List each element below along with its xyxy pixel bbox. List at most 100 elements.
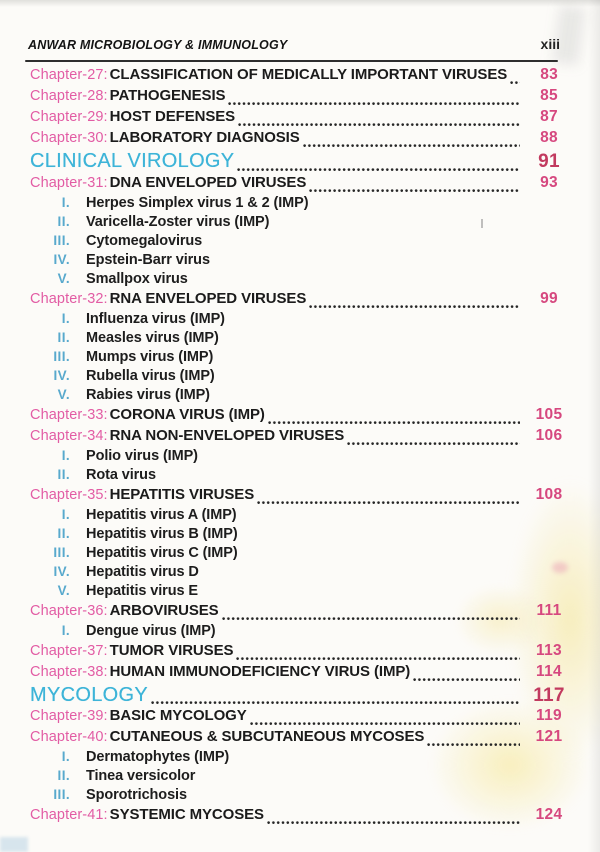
toc-chapter-row: Chapter-35: HEPATITIS VIRUSES 108 xyxy=(30,486,570,507)
toc-sub-item: III. Mumps virus (IMP) xyxy=(30,349,570,368)
toc-sub-item: II. Rota virus xyxy=(30,467,570,486)
sub-item-title: Tinea versicolor xyxy=(86,768,196,784)
sub-item-title: Herpes Simplex virus 1 & 2 (IMP) xyxy=(86,194,309,211)
dot-leader xyxy=(427,742,520,747)
sub-item-numeral: II. xyxy=(57,213,70,229)
chapter-label: Chapter-32: xyxy=(30,290,108,307)
entry-page-number: 124 xyxy=(535,806,563,823)
sub-item-title: Hepatitis virus B (IMP) xyxy=(86,525,238,542)
toc-sub-item: II. Measles virus (IMP) xyxy=(30,330,570,349)
chapter-label: Chapter-39: xyxy=(30,708,108,724)
chapter-label: Chapter-35: xyxy=(30,486,108,503)
sub-item-numeral: III. xyxy=(53,232,70,248)
sub-item-title: Sporotrichosis xyxy=(86,787,187,803)
toc-chapter-row: Chapter-37: TUMOR VIRUSES 113 xyxy=(30,642,570,663)
sub-item-title: Varicella-Zoster virus (IMP) xyxy=(86,213,270,230)
entry-page-number: 114 xyxy=(536,662,562,680)
sub-item-numeral: I. xyxy=(61,749,70,764)
toc-list: Chapter-27: CLASSIFICATION OF MEDICALLY I… xyxy=(30,66,570,827)
sub-item-title: Influenza virus (IMP) xyxy=(86,310,225,327)
entry-title: BASIC MYCOLOGY xyxy=(109,707,247,724)
sub-item-title: Hepatitis virus D xyxy=(86,563,199,580)
sub-item-numeral: V. xyxy=(57,582,70,598)
entry-title: LABORATORY DIAGNOSIS xyxy=(109,129,300,146)
entry-page-number: 83 xyxy=(540,66,559,83)
dot-leader xyxy=(236,655,520,661)
sub-item-numeral: V. xyxy=(57,270,70,286)
sub-item-numeral: III. xyxy=(53,348,70,364)
sub-item-title: Cytomegalovirus xyxy=(86,232,203,249)
chapter-label: Chapter-37: xyxy=(30,642,108,659)
dot-leader xyxy=(221,615,520,621)
sub-item-title: Epstein-Barr virus xyxy=(86,251,210,268)
sub-item-title: Smallpox virus xyxy=(86,270,188,287)
folio-page-number: xiii xyxy=(540,36,560,52)
dot-leader xyxy=(228,101,520,106)
sub-item-title: Hepatitis virus E xyxy=(86,582,198,599)
toc-sub-item: II. Tinea versicolor xyxy=(30,768,570,787)
dot-leader xyxy=(249,721,520,726)
entry-page-number: 117 xyxy=(533,684,565,706)
toc-sub-item: II. Hepatitis virus B (IMP) xyxy=(30,526,570,545)
toc-sub-item: IV. Rubella virus (IMP) xyxy=(30,368,570,387)
entry-page-number: 105 xyxy=(535,405,563,423)
sub-item-numeral: I. xyxy=(61,447,70,463)
sub-item-numeral: III. xyxy=(53,544,70,560)
entry-title: MYCOLOGY xyxy=(30,683,148,706)
sub-item-numeral: IV. xyxy=(53,251,70,267)
toc-sub-item: I. Influenza virus (IMP) xyxy=(30,311,570,330)
dot-leader xyxy=(510,80,521,85)
entry-page-number: 113 xyxy=(536,641,562,659)
entry-title: RNA ENVELOPED VIRUSES xyxy=(109,289,307,307)
entry-title: DNA ENVELOPED VIRUSES xyxy=(109,173,307,191)
chapter-label: Chapter-34: xyxy=(30,427,108,444)
toc-section-row: CLINICAL VIROLOGY 91 xyxy=(30,150,570,174)
sub-item-title: Rabies virus (IMP) xyxy=(86,386,210,403)
sub-item-title: Measles virus (IMP) xyxy=(86,329,219,346)
chapter-label: Chapter-29: xyxy=(30,109,108,125)
sub-item-numeral: II. xyxy=(57,329,70,345)
sub-item-numeral: II. xyxy=(57,768,70,783)
entry-page-number: 106 xyxy=(535,426,563,444)
entry-page-number: 91 xyxy=(538,151,560,172)
chapter-label: Chapter-38: xyxy=(30,663,108,680)
entry-title: CLASSIFICATION OF MEDICALLY IMPORTANT VI… xyxy=(109,66,508,83)
dot-leader xyxy=(257,499,520,505)
sub-item-numeral: I. xyxy=(61,622,70,638)
toc-sub-item: III. Hepatitis virus C (IMP) xyxy=(30,545,570,564)
dot-leader xyxy=(266,820,520,825)
entry-title: CORONA VIRUS (IMP) xyxy=(109,405,265,423)
dot-leader xyxy=(267,419,520,425)
entry-title: ARBOVIRUSES xyxy=(109,601,219,619)
scan-artifact-right-edge xyxy=(588,0,600,852)
book-title: ANWAR MICROBIOLOGY & IMMUNOLOGY xyxy=(28,38,288,52)
entry-page-number: 111 xyxy=(536,601,562,619)
sub-item-title: Hepatitis virus C (IMP) xyxy=(86,544,238,561)
toc-sub-item: III. Cytomegalovirus xyxy=(30,233,570,252)
toc-sub-item: I. Polio virus (IMP) xyxy=(30,448,570,467)
chapter-label: Chapter-40: xyxy=(30,729,108,745)
sub-item-numeral: I. xyxy=(61,506,70,522)
entry-title: SYSTEMIC MYCOSES xyxy=(109,806,264,823)
toc-sub-item: III. Sporotrichosis xyxy=(30,787,570,806)
chapter-label: Chapter-33: xyxy=(30,406,108,423)
chapter-label: Chapter-28: xyxy=(30,88,108,104)
sub-item-title: Mumps virus (IMP) xyxy=(86,348,214,365)
toc-chapter-row: Chapter-28: PATHOGENESIS 85 xyxy=(30,87,570,108)
toc-chapter-row: Chapter-34: RNA NON-ENVELOPED VIRUSES 106 xyxy=(30,427,570,448)
toc-section-row: MYCOLOGY 117 xyxy=(30,684,570,708)
entry-title: RNA NON-ENVELOPED VIRUSES xyxy=(109,426,345,444)
toc-chapter-row: Chapter-29: HOST DEFENSES 87 xyxy=(30,108,570,129)
entry-page-number: 119 xyxy=(536,707,562,724)
entry-page-number: 99 xyxy=(540,289,558,307)
sub-item-numeral: III. xyxy=(53,787,70,802)
dot-leader xyxy=(309,187,520,193)
dot-leader xyxy=(347,440,520,446)
scan-artifact-corner-patch xyxy=(0,837,28,852)
chapter-label: Chapter-27: xyxy=(30,67,108,83)
toc-chapter-row: Chapter-40: CUTANEOUS & SUBCUTANEOUS MYCO… xyxy=(30,728,570,749)
dot-leader xyxy=(238,122,520,127)
sub-item-numeral: V. xyxy=(57,386,70,402)
toc-chapter-row: Chapter-32: RNA ENVELOPED VIRUSES 99 xyxy=(30,290,570,311)
